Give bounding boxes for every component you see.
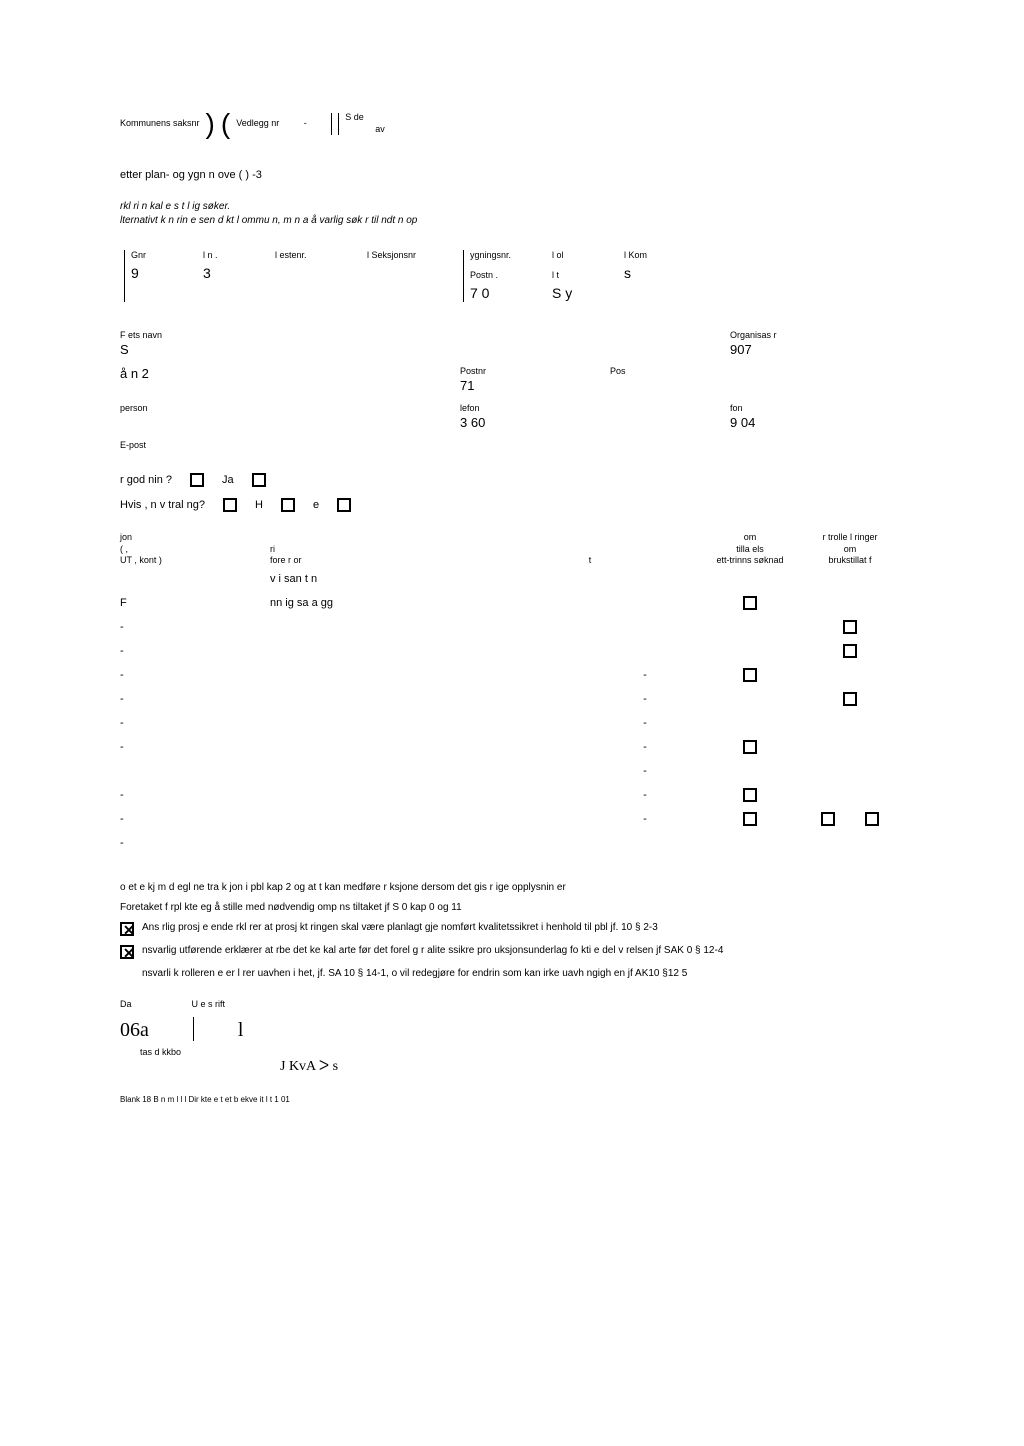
decl-check-2: nsvarlig utførende erklærer at rbe det k…	[120, 944, 914, 959]
header-refs: Kommunens saksnr ) ( Vedlegg nr - S de a…	[120, 110, 914, 138]
checkbox-x[interactable]	[337, 498, 351, 512]
row2-check-a[interactable]	[743, 596, 757, 610]
row3-check[interactable]	[843, 620, 857, 634]
saksnr-label: Kommunens saksnr	[120, 118, 200, 130]
question-approval: r god nin ? Ja	[120, 473, 914, 487]
company-block: F ets navn S Organisas r 907 å n 2 Postn…	[120, 330, 914, 451]
signature-row: Da U e s rift	[120, 999, 914, 1011]
function-table: jon ( , UT , kont ) ri fore r or t om ti…	[120, 532, 914, 855]
row11-a[interactable]	[743, 812, 757, 826]
row11-c[interactable]	[865, 812, 879, 826]
checkbox-decl1[interactable]	[120, 922, 134, 936]
decl-p3: nsvarli k rolleren e er l rer uavhen i h…	[142, 967, 914, 981]
row11-b[interactable]	[821, 812, 835, 826]
decl-p1: o et e kj m d egl ne tra k jon i pbl kap…	[120, 881, 914, 895]
checkbox-h[interactable]	[223, 498, 237, 512]
question-central: Hvis , n v tral ng? H e	[120, 498, 914, 512]
decl-check-1: Ans rlig prosj e ende rkl rer at prosj k…	[120, 921, 914, 936]
footer: Blank 18 B n m l l l Dir kte e t et b ek…	[120, 1095, 914, 1105]
side-label: S de	[345, 112, 385, 124]
row6-check[interactable]	[843, 692, 857, 706]
checkbox-e[interactable]	[281, 498, 295, 512]
vedlegg-label: Vedlegg nr	[236, 118, 279, 130]
decl-p2: Foretaket f rpl kte eg å stille med nødv…	[120, 901, 914, 915]
row4-check[interactable]	[843, 644, 857, 658]
property-row: Gnr 9 l n . 3 l estenr. l Seksjonsnr ygn…	[120, 250, 914, 302]
checkbox-ja[interactable]	[190, 473, 204, 487]
title-line: etter plan- og ygn n ove ( ) -3	[120, 168, 914, 182]
intro-text: rkl ri n kal e s t l ig søker. lternativ…	[120, 200, 914, 228]
checkbox-nei[interactable]	[252, 473, 266, 487]
checkbox-decl2[interactable]	[120, 945, 134, 959]
row10-check-a[interactable]	[743, 788, 757, 802]
row5-check[interactable]	[743, 668, 757, 682]
signature-hand: 06a l	[120, 1017, 914, 1043]
row8-check[interactable]	[743, 740, 757, 754]
